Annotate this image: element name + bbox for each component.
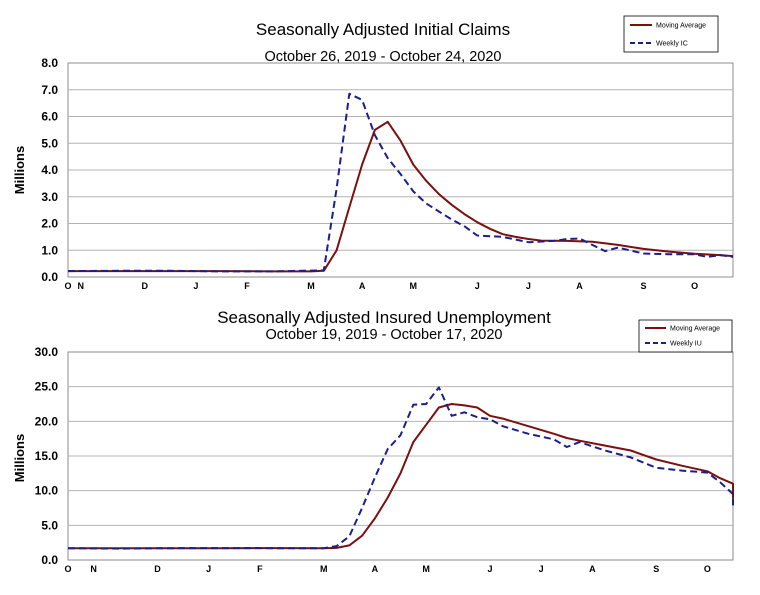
series-line-weekly-iu [67, 386, 734, 550]
x-tick-label: J [475, 281, 480, 291]
y-tick-label: 6.0 [41, 110, 58, 124]
y-tick-label: 7.0 [41, 83, 58, 97]
y-tick-label: 20.0 [35, 414, 59, 428]
y-tick-labels: 0.0 5.0 10.0 15.0 20.0 25.0 30.0 [35, 345, 59, 567]
legend-label-moving-average: Moving Average [656, 23, 706, 30]
x-tick-label: A [589, 564, 596, 574]
y-tick-label: 5.0 [41, 136, 58, 150]
x-tick-label: D [141, 281, 148, 291]
legend-box [638, 319, 733, 353]
legend: Moving Average Weekly IU [638, 319, 733, 353]
x-tick-label: D [154, 564, 161, 574]
chart-title: Seasonally Adjusted Initial Claims [256, 20, 510, 39]
y-tick-label: 1.0 [41, 243, 58, 257]
x-tick-label: M [410, 281, 418, 291]
x-tick-label: O [704, 564, 711, 574]
legend-label-moving-average: Moving Average [670, 326, 720, 333]
insured-unemployment-chart: Seasonally Adjusted Insured Unemployment… [12, 308, 734, 574]
x-tick-label: J [526, 281, 531, 291]
x-tick-label: J [193, 281, 198, 291]
series-lines [67, 386, 734, 550]
x-tick-label: N [90, 564, 97, 574]
y-axis-label: Millions [12, 146, 27, 194]
y-tick-label: 15.0 [35, 449, 59, 463]
chart-title: Seasonally Adjusted Insured Unemployment [217, 308, 551, 327]
y-tick-label: 3.0 [41, 190, 58, 204]
y-axis-label: Millions [12, 434, 27, 482]
x-tick-label: A [576, 281, 583, 291]
x-tick-label: O [64, 281, 71, 291]
legend-box [623, 15, 719, 53]
y-tick-label: 25.0 [35, 380, 59, 394]
series-line-moving-average [68, 403, 734, 550]
chart-subtitle: October 19, 2019 - October 17, 2020 [266, 327, 503, 343]
y-tick-label: 10.0 [35, 484, 59, 498]
initial-claims-chart: Seasonally Adjusted Initial Claims Octob… [12, 15, 734, 291]
legend-label-weekly-ic: Weekly IC [656, 41, 688, 48]
x-tick-label: J [206, 564, 211, 574]
x-tick-label: F [257, 564, 263, 574]
x-tick-label: S [640, 281, 646, 291]
y-tick-label: 30.0 [35, 345, 59, 359]
y-tick-label: 5.0 [41, 518, 58, 532]
x-tick-label: A [372, 564, 379, 574]
y-tick-labels: 0.0 1.0 2.0 3.0 4.0 5.0 6.0 7.0 8.0 [41, 56, 58, 284]
x-tick-label: J [488, 564, 493, 574]
y-tick-label: 8.0 [41, 56, 58, 70]
x-tick-label: O [64, 564, 71, 574]
x-tick-label: O [691, 281, 698, 291]
x-tick-label: A [359, 281, 366, 291]
x-tick-label: J [539, 564, 544, 574]
legend: Moving Average Weekly IC [623, 15, 719, 53]
gridlines [68, 89, 733, 251]
x-tick-label: F [244, 281, 250, 291]
y-tick-label: 0.0 [41, 270, 58, 284]
x-tick-label: M [422, 564, 430, 574]
chart-subtitle: October 26, 2019 - October 24, 2020 [265, 49, 502, 65]
y-tick-label: 4.0 [41, 163, 58, 177]
y-tick-label: 2.0 [41, 217, 58, 231]
y-tick-label: 0.0 [41, 553, 58, 567]
x-tick-label: N [78, 281, 85, 291]
x-tick-label: S [653, 564, 659, 574]
series-line-weekly-ic [67, 92, 734, 273]
x-tick-label: M [320, 564, 328, 574]
x-tick-label: M [307, 281, 315, 291]
series-lines [67, 92, 734, 273]
legend-label-weekly-iu: Weekly IU [670, 341, 702, 348]
